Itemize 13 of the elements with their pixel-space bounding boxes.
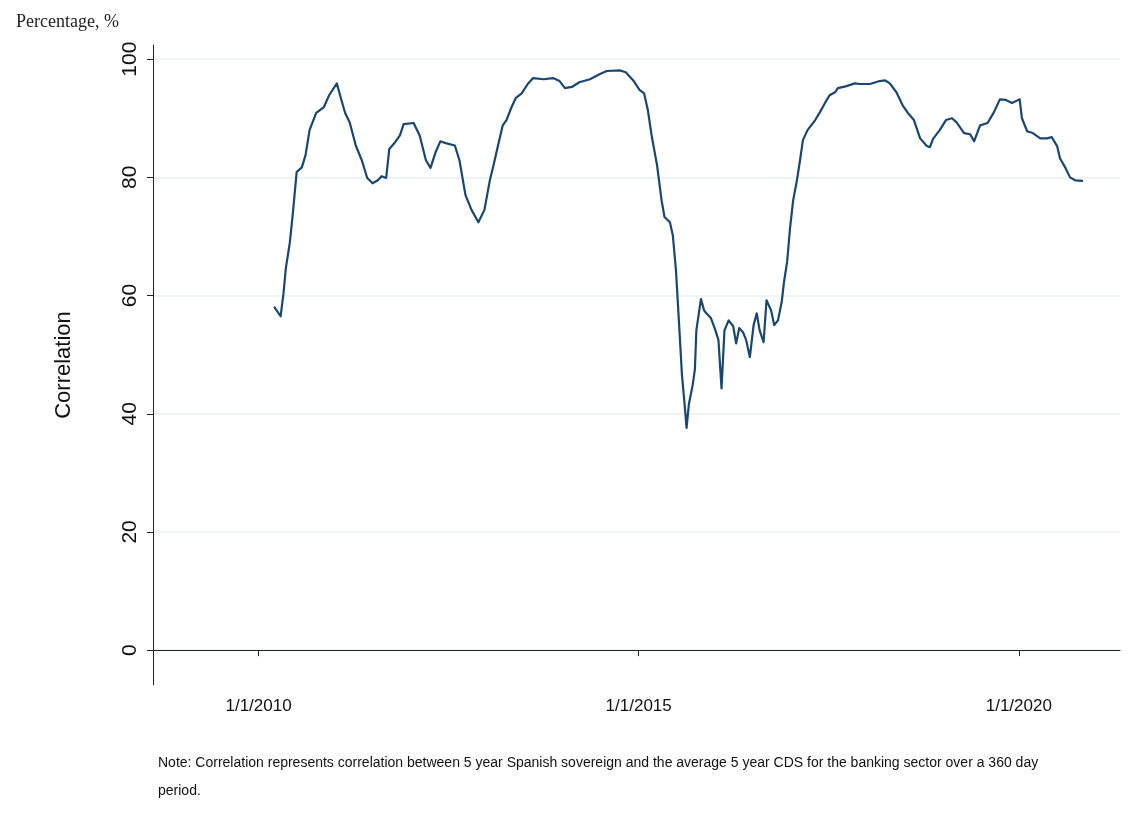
x-tick-label: 1/1/2020 xyxy=(985,696,1052,715)
x-tick-label: 1/1/2010 xyxy=(225,696,292,715)
y-tick-label: 0 xyxy=(117,644,140,656)
y-tick-label: 80 xyxy=(117,165,140,190)
y-tick-label: 60 xyxy=(117,283,140,308)
y-tick-label: 100 xyxy=(117,41,140,77)
y-axis-title: Correlation xyxy=(49,311,75,419)
y-tick-label: 40 xyxy=(117,402,140,426)
text: Note: Correlation represents correlation between 5 year Spanish sovereign and the average 5 year CDS for the banking sector over a 360 day period. xyxy=(158,754,1043,798)
x-tick-label: 1/1/2015 xyxy=(605,696,672,715)
chart-title: Percentage, % xyxy=(16,11,119,31)
y-tick-label: 20 xyxy=(117,520,140,544)
line-series xyxy=(273,69,1084,430)
